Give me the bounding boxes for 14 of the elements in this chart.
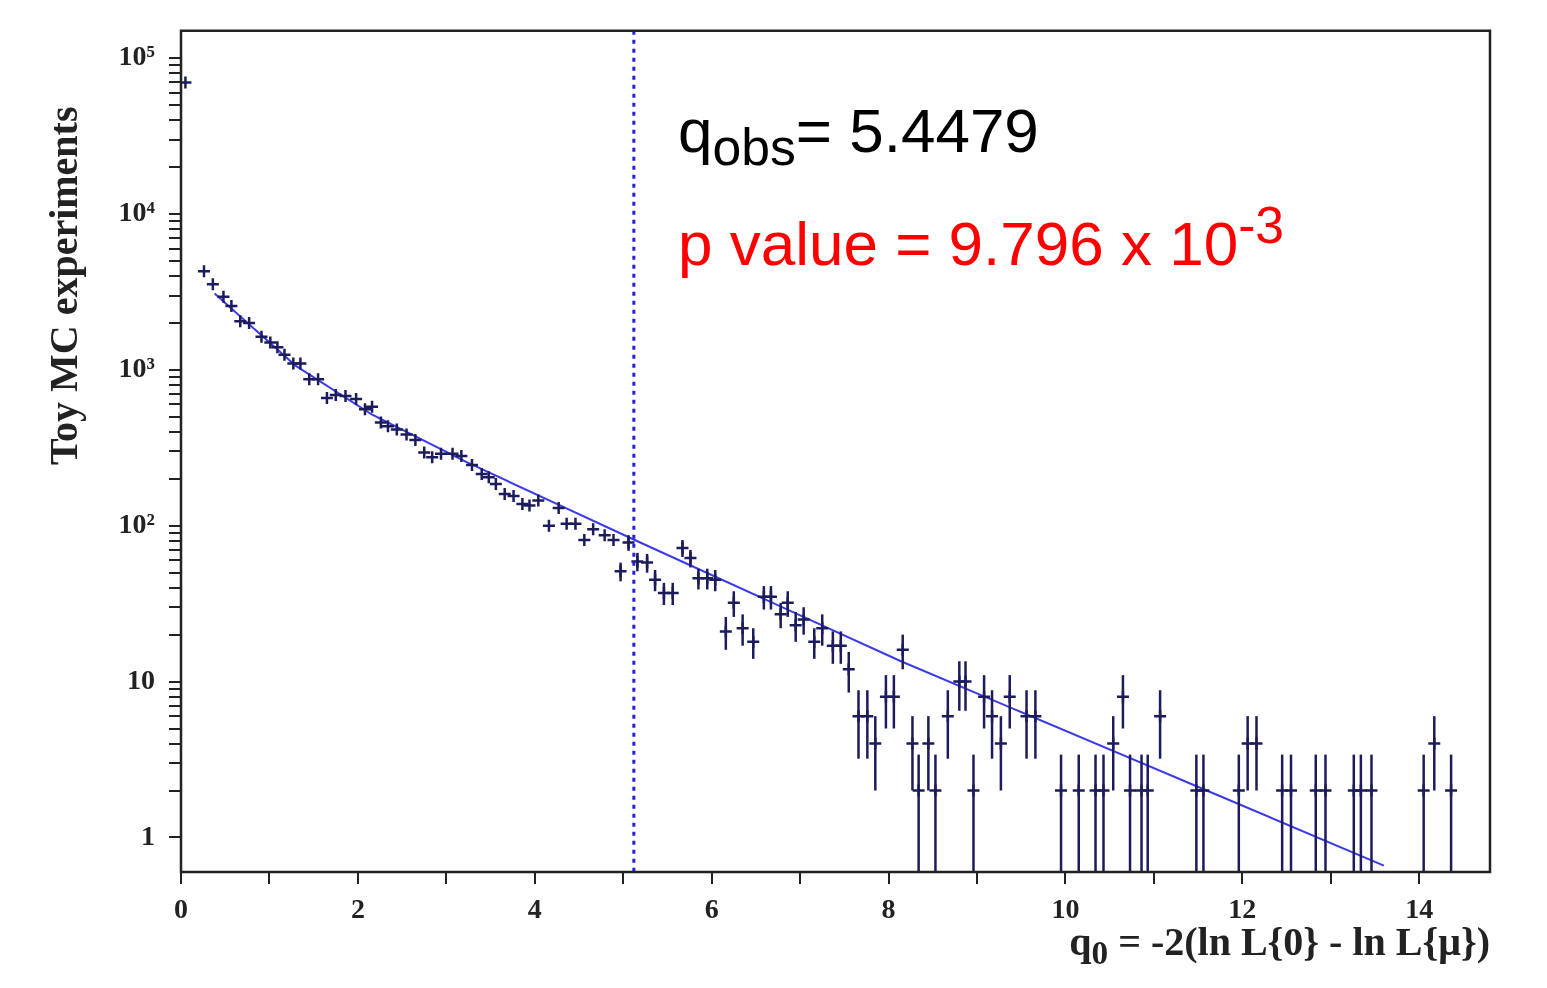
y-tick-label: 10 xyxy=(127,663,155,695)
x-tick-label: 0 xyxy=(174,893,188,925)
annotation: q$_{obs}$= 5.4479 xyxy=(678,95,1040,179)
y-axis-title: Toy MC experiments xyxy=(40,106,87,465)
y-tick-label: 10⁴ xyxy=(118,196,156,228)
y-tick-label: 10³ xyxy=(118,352,155,384)
y-tick-label: 10² xyxy=(118,507,155,539)
annotation: p value = 9.796 x 10$^{-3}$ xyxy=(678,195,1285,281)
y-tick-label: 10⁵ xyxy=(118,40,155,72)
x-tick-label: 2 xyxy=(350,893,365,925)
x-tick-label: 6 xyxy=(704,893,719,925)
y-tick-label: 1 xyxy=(141,819,155,851)
x-tick-label: 8 xyxy=(881,893,896,925)
x-tick-label: 4 xyxy=(527,893,542,925)
